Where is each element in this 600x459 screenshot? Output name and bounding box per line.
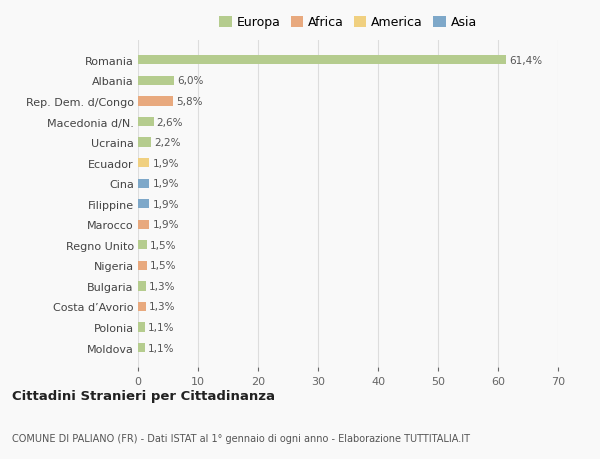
Bar	[138, 138, 151, 147]
Text: 5,8%: 5,8%	[176, 97, 202, 107]
Text: 1,5%: 1,5%	[150, 240, 176, 250]
Bar	[138, 323, 145, 332]
Bar	[138, 302, 146, 311]
Bar	[138, 118, 154, 127]
Text: COMUNE DI PALIANO (FR) - Dati ISTAT al 1° gennaio di ogni anno - Elaborazione TU: COMUNE DI PALIANO (FR) - Dati ISTAT al 1…	[12, 433, 470, 442]
Text: 1,9%: 1,9%	[152, 220, 179, 230]
Bar	[138, 77, 174, 86]
Text: 1,9%: 1,9%	[152, 179, 179, 189]
Text: 2,6%: 2,6%	[157, 117, 183, 127]
Text: 6,0%: 6,0%	[177, 76, 203, 86]
Text: 2,2%: 2,2%	[154, 138, 181, 148]
Bar	[138, 179, 149, 188]
Text: 1,3%: 1,3%	[149, 281, 175, 291]
Text: 61,4%: 61,4%	[509, 56, 542, 66]
Text: 1,3%: 1,3%	[149, 302, 175, 312]
Bar	[138, 261, 147, 270]
Text: 1,9%: 1,9%	[152, 199, 179, 209]
Bar	[138, 282, 146, 291]
Text: 1,9%: 1,9%	[152, 158, 179, 168]
Text: 1,5%: 1,5%	[150, 261, 176, 271]
Bar	[138, 241, 147, 250]
Text: Cittadini Stranieri per Cittadinanza: Cittadini Stranieri per Cittadinanza	[12, 389, 275, 403]
Text: 1,1%: 1,1%	[148, 343, 174, 353]
Bar	[138, 343, 145, 353]
Bar	[138, 56, 506, 65]
Bar	[138, 97, 173, 106]
Text: 1,1%: 1,1%	[148, 322, 174, 332]
Bar	[138, 220, 149, 230]
Bar	[138, 200, 149, 209]
Legend: Europa, Africa, America, Asia: Europa, Africa, America, Asia	[217, 14, 479, 32]
Bar	[138, 159, 149, 168]
